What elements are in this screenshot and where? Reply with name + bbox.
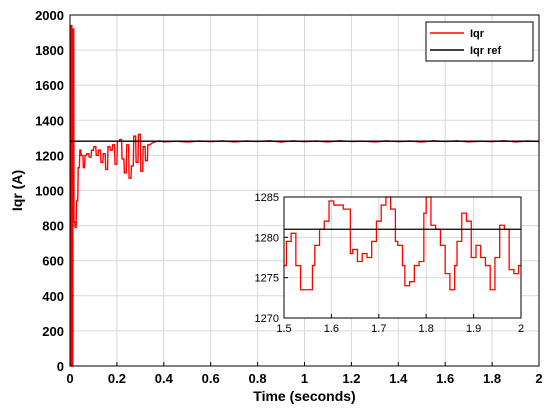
main-y-tick-label: 400 (42, 289, 64, 304)
inset-x-tick-label: 1.7 (371, 323, 386, 335)
y-axis-title: Iqr (A) (9, 170, 25, 211)
x-axis-title: Time (seconds) (253, 388, 355, 404)
main-x-tick-label: 2 (535, 371, 542, 386)
legend-label-iqr-ref: Iqr ref (470, 45, 502, 57)
inset-x-tick-labels: 1.5 1.6 1.7 1.8 1.9 2 (276, 323, 524, 335)
main-y-tick-label: 200 (42, 324, 64, 339)
main-x-tick-label: 1.2 (342, 371, 360, 386)
main-x-tick-label: 0.6 (202, 371, 220, 386)
main-y-tick-label: 800 (42, 219, 64, 234)
main-plot-frame (69, 14, 540, 367)
main-x-tick-label: 1 (301, 371, 308, 386)
main-y-tick-label: 1400 (35, 113, 64, 128)
main-y-tick-label: 600 (42, 254, 64, 269)
inset-plot-frame (283, 196, 522, 319)
inset-y-tick-label: 1275 (255, 273, 279, 285)
main-y-tick-label: 2000 (35, 8, 64, 23)
inset-y-tick-label: 1270 (255, 313, 279, 325)
inset-x-tick-label: 1.6 (324, 323, 339, 335)
legend-box (425, 21, 534, 62)
inset-x-tick-label: 2 (518, 323, 524, 335)
main-x-tick-labels: 0 0.2 0.4 0.6 0.8 1 1.2 1.4 1.6 1.8 2 (66, 371, 542, 386)
inset-y-tick-labels: 1270 1275 1280 1285 (255, 192, 279, 325)
legend-label-iqr: Iqr (470, 28, 485, 40)
main-y-tick-label: 1600 (35, 78, 64, 93)
inset-series-iqr (284, 196, 521, 291)
main-x-tick-label: 1.4 (389, 371, 408, 386)
main-y-tick-label: 1800 (35, 43, 64, 58)
legend: Iqr Iqr ref (425, 21, 534, 62)
main-x-tick-label: 1.8 (483, 371, 501, 386)
inset-y-tick-label: 1280 (255, 232, 279, 244)
main-y-tick-labels: 0 200 400 600 800 1000 1200 1400 1600 1800 2000 (35, 8, 64, 374)
inset-x-tick-label: 1.5 (276, 323, 291, 335)
main-x-tick-label: 0.8 (249, 371, 267, 386)
main-y-tick-label: 1000 (35, 184, 64, 199)
main-x-tick-label: 0 (66, 371, 73, 386)
main-x-tick-label: 0.2 (108, 371, 126, 386)
inset-x-tick-label: 1.9 (466, 323, 481, 335)
main-series (69, 24, 540, 367)
main-y-tick-label: 0 (57, 359, 64, 374)
inset-x-tick-label: 1.8 (419, 323, 434, 335)
main-x-tick-label: 0.4 (155, 371, 174, 386)
inset-y-tick-label: 1285 (255, 192, 279, 204)
inset-series (284, 196, 521, 291)
main-x-tick-label: 1.6 (436, 371, 454, 386)
main-y-tick-label: 1200 (35, 148, 64, 163)
